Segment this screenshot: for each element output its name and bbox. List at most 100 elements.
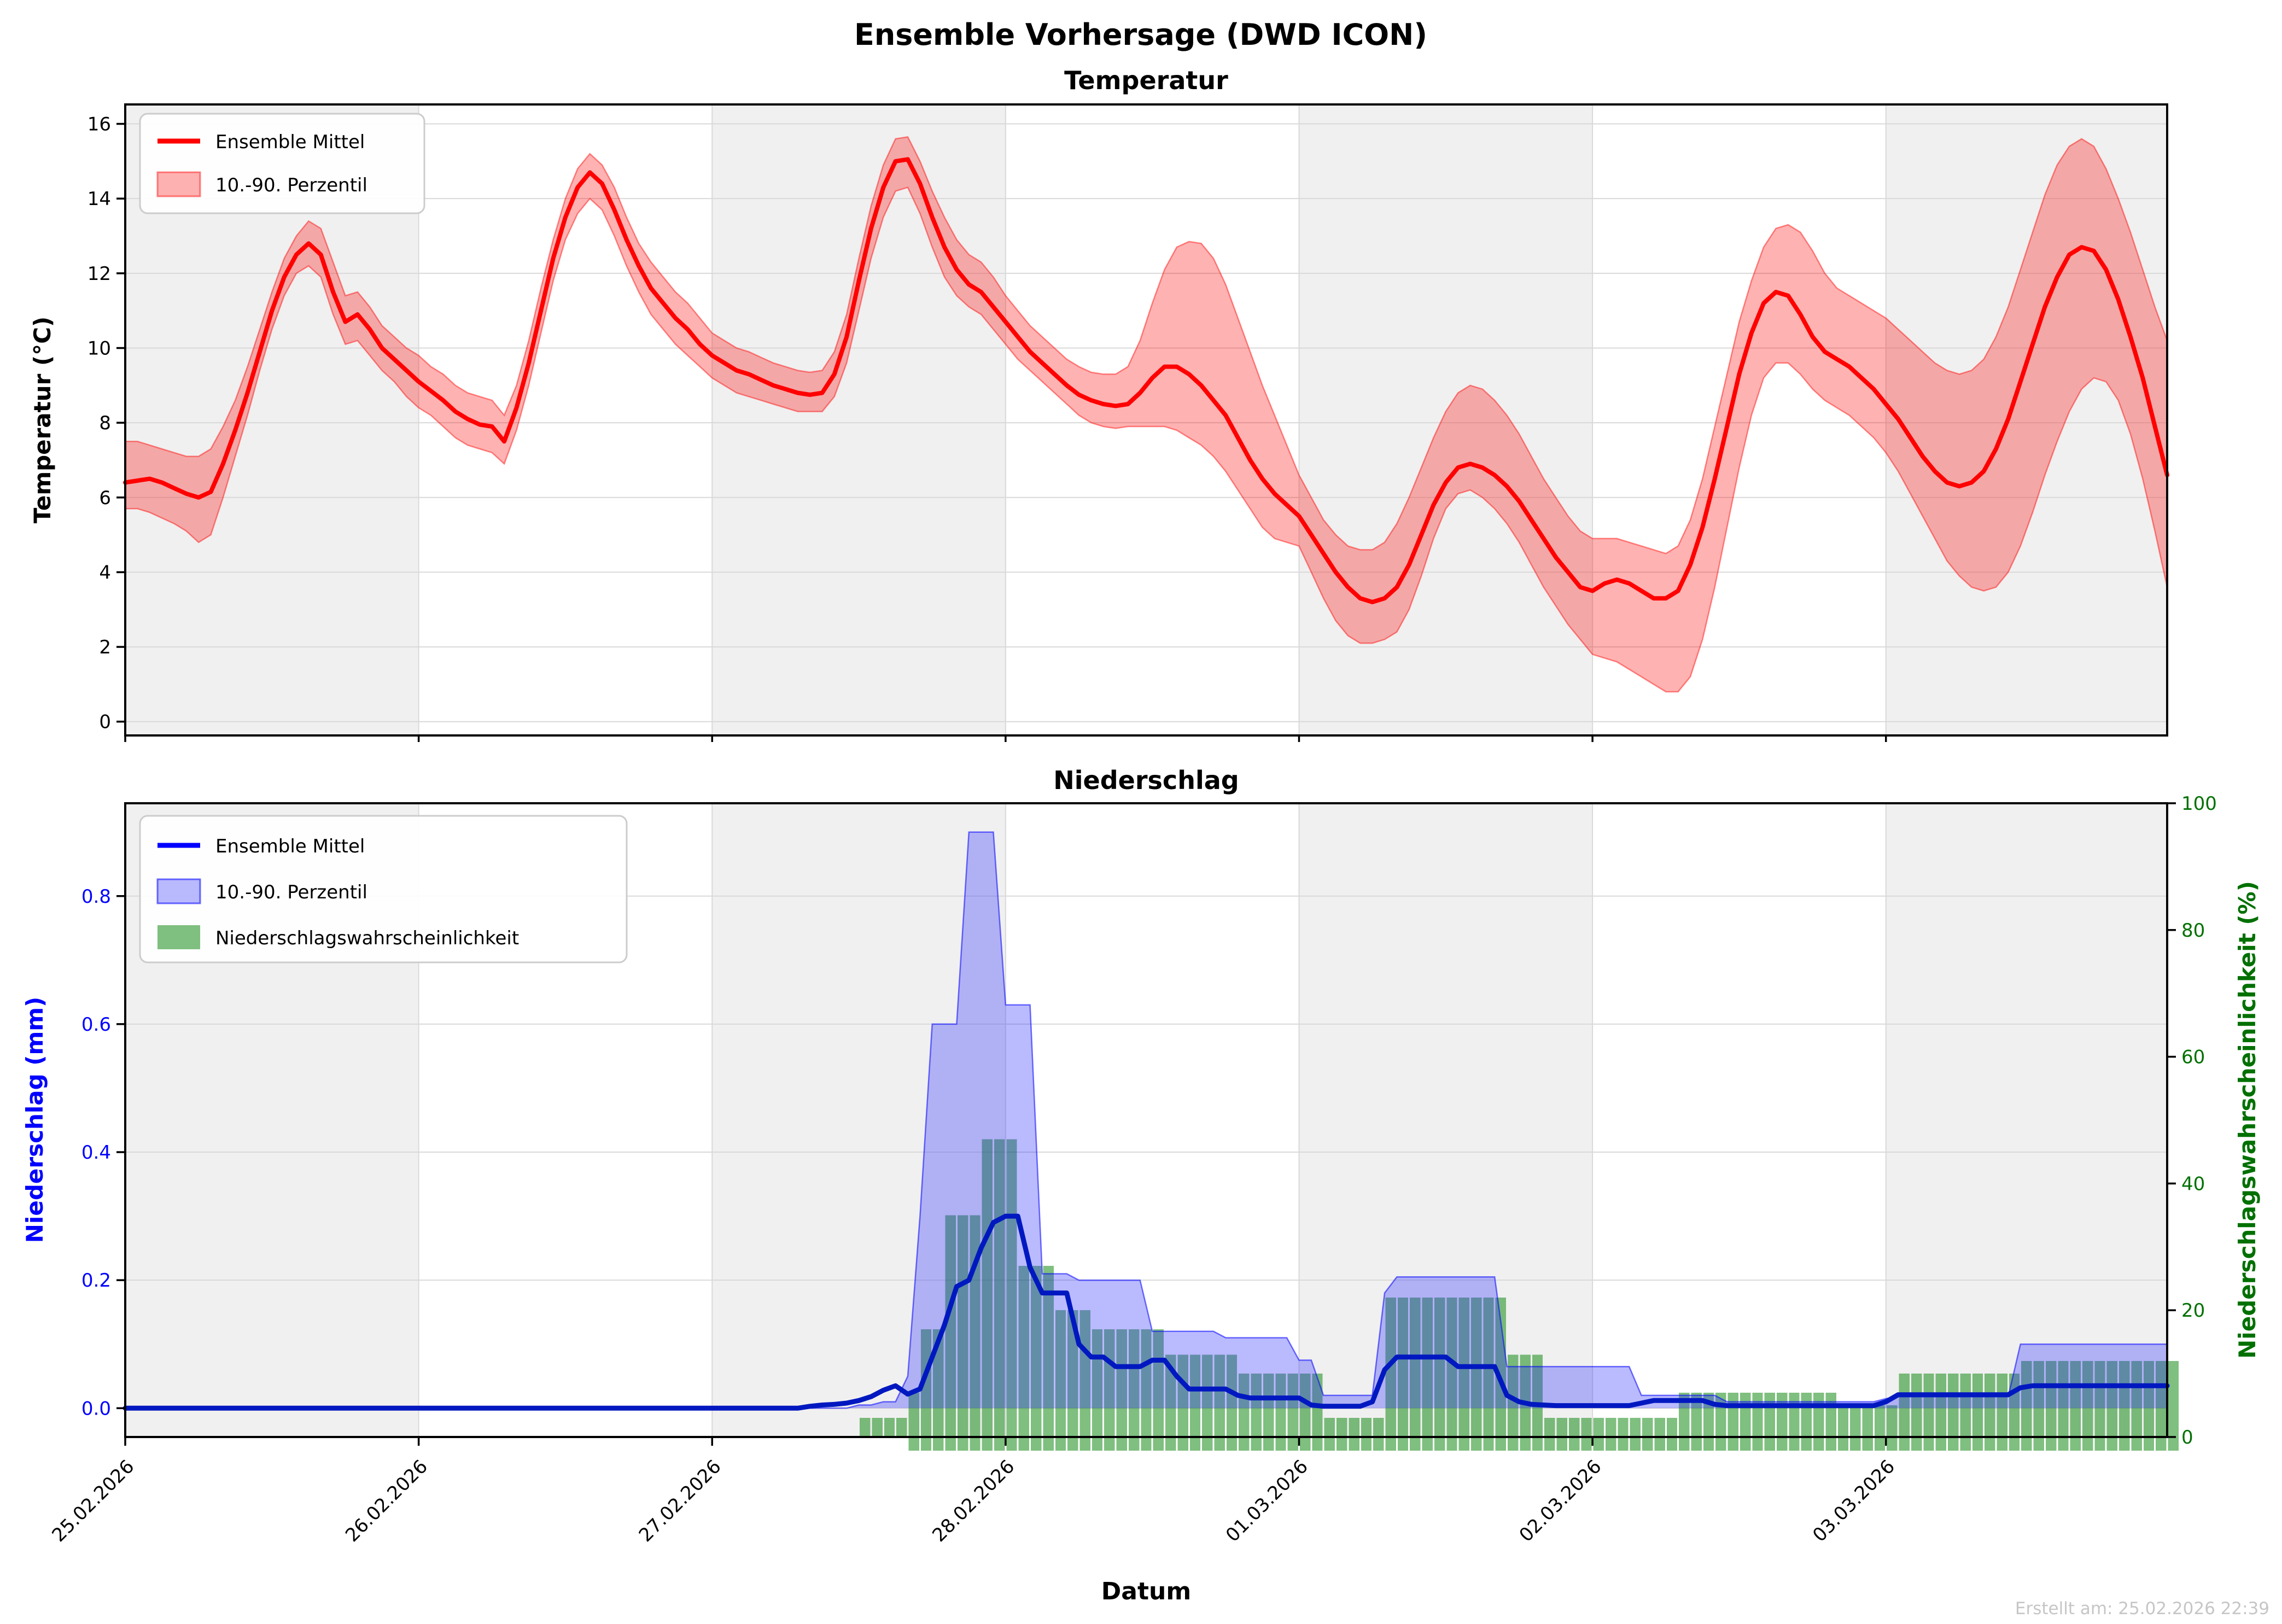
precip-mm-tick-label: 0.2 (81, 1270, 111, 1292)
date-tick-label: 03.03.2026 (1808, 1456, 1899, 1546)
precip-probability-bar (1251, 1374, 1262, 1451)
precip-probability-bar (1483, 1298, 1494, 1451)
plot-border (124, 103, 2168, 737)
precip-probability-bar (1116, 1329, 1127, 1451)
precip-probability-bar (1495, 1298, 1507, 1451)
temp-ytick-label: 10 (87, 337, 111, 359)
temp-band-upper-edge (125, 136, 2168, 554)
date-tick-label: 27.02.2026 (635, 1456, 726, 1546)
precip-probability-bar (1043, 1266, 1054, 1451)
precip-legend-box (139, 815, 628, 963)
precip-probability-bar (1373, 1418, 1384, 1451)
precip-probability-bar (1299, 1374, 1311, 1451)
precip-probability-bar (896, 1418, 907, 1437)
precip-probability-bar (872, 1418, 883, 1437)
precip-probability-bar (884, 1418, 895, 1437)
precip-mm-tick-label: 0.0 (81, 1398, 111, 1419)
precip-probability-bar (1018, 1266, 1030, 1451)
precip-legend-mean-label: Ensemble Mittel (215, 836, 365, 857)
precip-probability-bar (1568, 1418, 1580, 1451)
figure-title: Ensemble Vorhersage (DWD ICON) (854, 17, 1427, 52)
precip-probability-bar (1312, 1374, 1323, 1451)
day-shading-rect (1886, 803, 2167, 1437)
precip-probability-bar (1654, 1418, 1665, 1451)
x-axis-label: Datum (1101, 1578, 1191, 1605)
precip-probability-bar (1642, 1418, 1653, 1451)
precip-probability-bar (1630, 1418, 1641, 1451)
day-shading-rect (1886, 104, 2167, 735)
precip-probability-bar (1287, 1374, 1298, 1451)
precip-pct-tick-label: 100 (2181, 793, 2217, 815)
precip-pct-tick-label: 20 (2181, 1300, 2205, 1322)
precip-probability-bar (1263, 1374, 1274, 1451)
precip-probability-bar (2021, 1360, 2032, 1451)
precip-probability-bar (1361, 1418, 1372, 1451)
temp-legend-band-label: 10.-90. Perzentil (215, 174, 367, 196)
precip-probability-bar (1214, 1354, 1225, 1451)
precip-legend-band-label: 10.-90. Perzentil (215, 881, 367, 903)
precip-pct-tick-label: 80 (2181, 920, 2205, 942)
temp-ytick-label: 2 (99, 636, 111, 658)
precip-probability-bar (1165, 1354, 1176, 1451)
precip-probability-bar (1850, 1405, 1861, 1451)
precip-probability-bar (1434, 1298, 1445, 1451)
precip-mm-tick-label: 0.8 (81, 886, 111, 908)
precip-probability-bar (1202, 1354, 1213, 1451)
precip-mm-tick-label: 0.4 (81, 1142, 111, 1164)
precip-probability-bar (1508, 1354, 1519, 1451)
axes-spines-ticks (116, 103, 2176, 1446)
temp-ytick-label: 6 (99, 487, 111, 509)
precip-probability-bar (1874, 1405, 1886, 1451)
precip-probability-bar (1031, 1266, 1042, 1451)
precip-legend-prob-label: Niederschlagswahrscheinlichkeit (215, 927, 519, 949)
precip-probability-bar (1397, 1298, 1409, 1451)
precip-pct-tick-label: 60 (2181, 1047, 2205, 1068)
temp-ytick-label: 12 (87, 263, 111, 285)
precip-probability-bar (957, 1215, 968, 1451)
precip-legend: Ensemble Mittel 10.-90. Perzentil Nieder… (139, 815, 628, 963)
precip-probability-bar (933, 1329, 944, 1451)
precip-probability-bar (1544, 1418, 1555, 1451)
date-tick-label: 28.02.2026 (928, 1456, 1019, 1546)
precip-probability-bar (1324, 1418, 1335, 1451)
date-tick-label: 01.03.2026 (1222, 1456, 1312, 1546)
precip-probability-bar (1911, 1374, 1922, 1451)
temp-legend-band-swatch (156, 171, 201, 197)
precip-probability-bar (1862, 1405, 1873, 1451)
temp-ytick-label: 14 (87, 188, 111, 210)
precip-pct-tick-label: 0 (2181, 1427, 2193, 1448)
precip-probability-bar (1972, 1374, 1983, 1451)
precip-probability-bar (1985, 1374, 1995, 1451)
temp-ytick-label: 16 (87, 114, 111, 136)
temp-legend: Ensemble Mittel 10.-90. Perzentil (139, 113, 425, 214)
day-shading-rect (712, 104, 1006, 735)
precip-legend-prob-swatch (157, 925, 200, 949)
precip-y-axis-label-right: Niederschlagswahrscheinlichkeit (%) (2234, 881, 2261, 1359)
precip-probability-bar (1887, 1405, 1898, 1451)
precip-probability-bar (2168, 1360, 2179, 1451)
precip-probability-bar (1923, 1374, 1934, 1451)
precip-probability-bar (1458, 1298, 1470, 1451)
day-shading-rect (1299, 104, 1593, 735)
precip-probability-bar (1581, 1418, 1592, 1451)
day-shading-rect (1299, 803, 1593, 1437)
date-tick-label: 02.03.2026 (1515, 1456, 1606, 1546)
precip-pct-tick-label: 40 (2181, 1173, 2205, 1195)
precip-probability-bar (1092, 1329, 1103, 1451)
precip-probability-bar (1605, 1418, 1616, 1451)
precip-probability-bar (945, 1215, 956, 1451)
precip-mm-tick-label: 0.6 (81, 1014, 111, 1036)
temp-legend-box (139, 113, 425, 214)
precip-probability-bar (1067, 1310, 1078, 1451)
precip-probability-bar (982, 1139, 993, 1451)
day-shading-rect (712, 803, 1006, 1437)
precip-probability-bar (1422, 1298, 1433, 1451)
date-tick-label: 26.02.2026 (341, 1456, 432, 1546)
temp-ytick-label: 4 (99, 562, 111, 583)
precip-probability-bar (1385, 1298, 1396, 1451)
temp-percentile-band (125, 137, 2167, 692)
precip-probability-bar (1349, 1418, 1359, 1451)
precip-probability-bar (1556, 1418, 1567, 1451)
